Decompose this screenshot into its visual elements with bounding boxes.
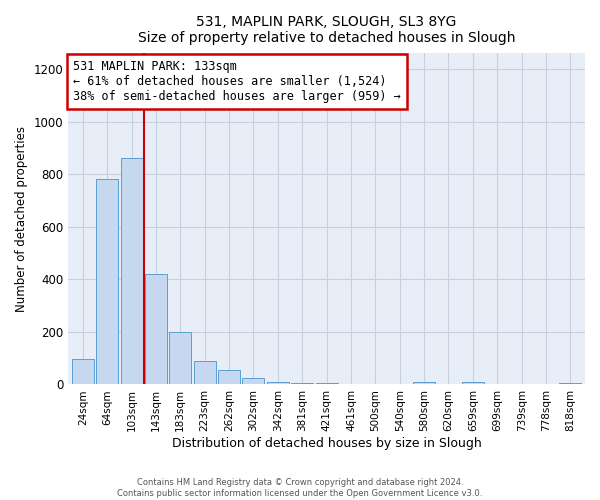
Y-axis label: Number of detached properties: Number of detached properties [15,126,28,312]
Bar [291,383,313,384]
Bar [316,383,338,384]
Text: 531 MAPLIN PARK: 133sqm
← 61% of detached houses are smaller (1,524)
38% of semi: 531 MAPLIN PARK: 133sqm ← 61% of detache… [73,60,401,103]
X-axis label: Distribution of detached houses by size in Slough: Distribution of detached houses by size … [172,437,481,450]
Bar [413,382,435,384]
Bar [267,382,289,384]
Title: 531, MAPLIN PARK, SLOUGH, SL3 8YG
Size of property relative to detached houses i: 531, MAPLIN PARK, SLOUGH, SL3 8YG Size o… [138,15,515,45]
Bar [145,274,167,384]
Bar [462,382,484,384]
Bar [218,370,240,384]
Bar [559,383,581,384]
Bar [72,360,94,384]
Text: Contains HM Land Registry data © Crown copyright and database right 2024.
Contai: Contains HM Land Registry data © Crown c… [118,478,482,498]
Bar [194,361,215,384]
Bar [169,332,191,384]
Bar [242,378,265,384]
Bar [121,158,143,384]
Bar [96,180,118,384]
